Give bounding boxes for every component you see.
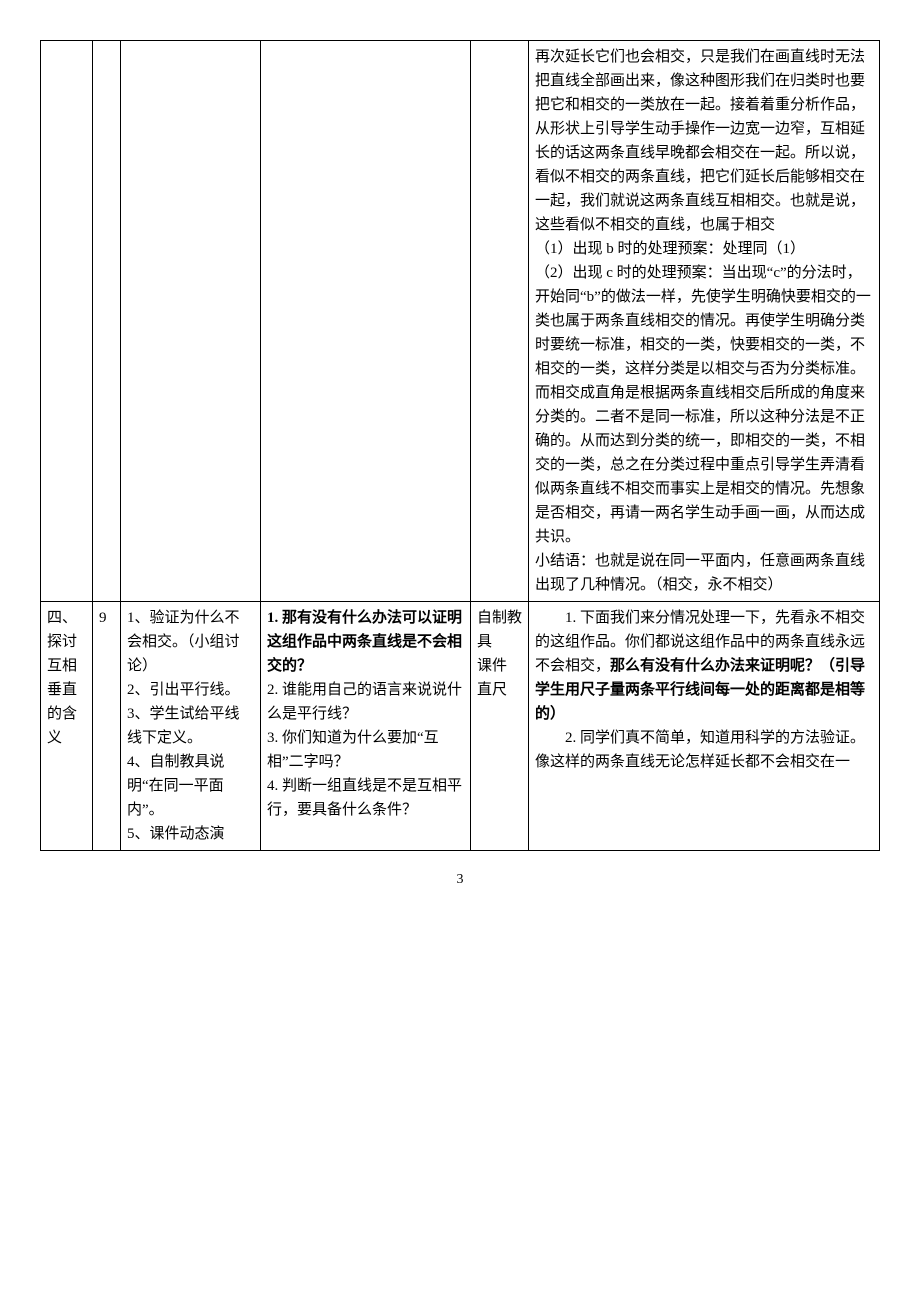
cell-notes: 再次延长它们也会相交，只是我们在画直线时无法把直线全部画出来，像这种图形我们在归… [529,41,880,602]
cell-section [41,41,93,602]
question-bold: 1. 那有没有什么办法可以证明这组作品中两条直线是不会相交的？ [267,606,464,678]
cell-section: 四、探讨互相垂直的含义 [41,602,93,851]
cell-steps [121,41,261,602]
cell-time [93,41,121,602]
lesson-plan-table: 再次延长它们也会相交，只是我们在画直线时无法把直线全部画出来，像这种图形我们在归… [40,40,880,851]
notes-p2: 2. 同学们真不简单，知道用科学的方法验证。像这样的两条直线无论怎样延长都不会相… [535,726,873,774]
section-title: 四、探讨互相垂直的含义 [47,606,86,750]
cell-steps: 1、验证为什么不会相交。（小组讨论） 2、引出平行线。 3、学生试给平线线下定义… [121,602,261,851]
cell-time: 9 [93,602,121,851]
table-row: 四、探讨互相垂直的含义 9 1、验证为什么不会相交。（小组讨论） 2、引出平行线… [41,602,880,851]
materials-text: 自制教具 课件 直尺 [477,606,522,702]
cell-questions [261,41,471,602]
time-value: 9 [99,606,114,630]
question-rest: 2. 谁能用自己的语言来说说什么是平行线？ 3. 你们知道为什么要加“互相”二字… [267,678,464,822]
cell-materials: 自制教具 课件 直尺 [471,602,529,851]
notes-text: 再次延长它们也会相交，只是我们在画直线时无法把直线全部画出来，像这种图形我们在归… [535,45,873,597]
cell-notes: 1. 下面我们来分情况处理一下，先看永不相交的这组作品。你们都说这组作品中的两条… [529,602,880,851]
table-row: 再次延长它们也会相交，只是我们在画直线时无法把直线全部画出来，像这种图形我们在归… [41,41,880,602]
cell-materials [471,41,529,602]
steps-text: 1、验证为什么不会相交。（小组讨论） 2、引出平行线。 3、学生试给平线线下定义… [127,606,254,846]
document-page: 再次延长它们也会相交，只是我们在画直线时无法把直线全部画出来，像这种图形我们在归… [40,40,880,891]
page-number: 3 [40,869,880,891]
cell-questions: 1. 那有没有什么办法可以证明这组作品中两条直线是不会相交的？ 2. 谁能用自己… [261,602,471,851]
